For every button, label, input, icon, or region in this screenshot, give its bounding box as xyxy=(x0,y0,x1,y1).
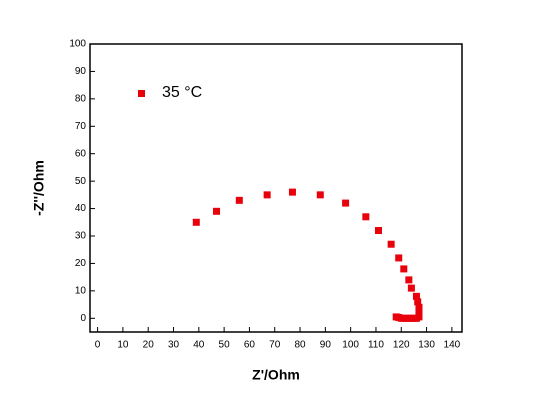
y-tick-label: 0 xyxy=(80,313,86,324)
point xyxy=(288,188,296,196)
point xyxy=(395,254,403,262)
point xyxy=(235,196,243,204)
x-tick-label: 90 xyxy=(320,340,332,351)
y-tick-label: 60 xyxy=(75,148,87,159)
y-tick-label: 20 xyxy=(75,258,87,269)
point xyxy=(412,292,420,300)
x-tick-label: 140 xyxy=(444,340,461,351)
x-tick-label: 70 xyxy=(269,340,281,351)
legend-marker xyxy=(138,90,145,97)
point xyxy=(405,276,413,284)
y-tick-label: 30 xyxy=(75,231,87,242)
y-tick-label: 80 xyxy=(75,93,87,104)
x-tick-label: 130 xyxy=(418,340,435,351)
point xyxy=(392,313,400,321)
y-tick-label: 90 xyxy=(75,66,87,77)
legend-label: 35 °C xyxy=(162,84,202,101)
point xyxy=(342,199,350,207)
point xyxy=(316,191,324,199)
x-tick-label: 80 xyxy=(294,340,306,351)
point xyxy=(263,191,271,199)
x-tick-label: 110 xyxy=(368,340,384,351)
y-axis-title: -Z''/Ohm xyxy=(31,160,47,216)
x-tick-label: 30 xyxy=(168,340,180,351)
x-tick-label: 20 xyxy=(143,340,155,351)
plot-frame xyxy=(89,43,463,333)
point xyxy=(213,207,221,215)
point xyxy=(362,213,370,221)
y-tick-label: 100 xyxy=(69,39,86,50)
point xyxy=(374,227,382,235)
point xyxy=(192,218,200,226)
x-tick-label: 40 xyxy=(193,340,205,351)
y-tick-label: 40 xyxy=(75,203,87,214)
point xyxy=(400,265,408,273)
point xyxy=(414,298,422,306)
x-tick-label: 10 xyxy=(117,340,129,351)
x-tick-label: 0 xyxy=(95,340,101,351)
x-tick-label: 100 xyxy=(342,340,359,351)
x-tick-label: 50 xyxy=(219,340,231,351)
y-tick-label: 50 xyxy=(75,176,87,187)
y-tick-label: 10 xyxy=(75,285,87,296)
point xyxy=(407,284,415,292)
point xyxy=(387,240,395,248)
x-tick-label: 60 xyxy=(244,340,256,351)
x-axis-title: Z'/Ohm xyxy=(252,367,300,383)
x-tick-label: 120 xyxy=(393,340,410,351)
y-tick-label: 70 xyxy=(75,121,87,132)
